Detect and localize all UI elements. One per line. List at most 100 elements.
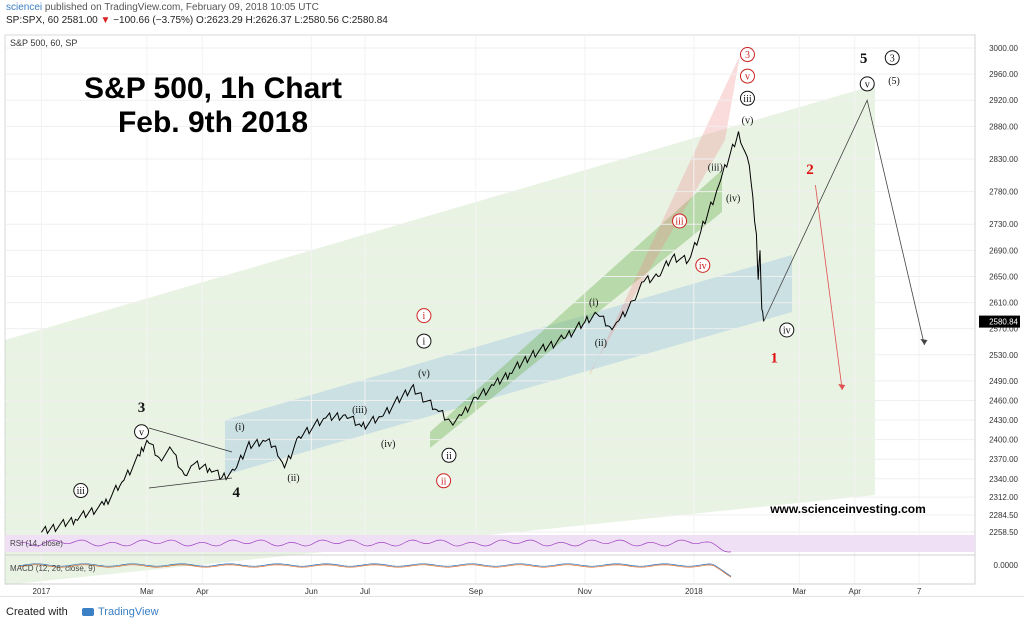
wave-label: iii: [675, 216, 684, 227]
wave-label-circle: [779, 322, 795, 338]
footer: Created with TradingView: [0, 596, 1024, 625]
wave-label: (i): [589, 297, 598, 308]
y-tick-label: 2920.00: [989, 96, 1018, 105]
tradingview-brand: TradingView: [98, 606, 159, 618]
wave-label: (i): [235, 422, 244, 433]
y-tick-label: 2650.00: [989, 272, 1018, 281]
y-tick-label: 2258.50: [989, 528, 1018, 537]
wave-label: i: [423, 337, 426, 348]
wave-label-circle: [73, 483, 89, 499]
y-tick-label: 2610.00: [989, 299, 1018, 308]
price-layer: [40, 131, 765, 535]
path-black: [763, 98, 925, 346]
macd-value: 0.0000: [994, 561, 1019, 570]
y-tick-label: 2960.00: [989, 70, 1018, 79]
y-tick-label: 2284.50: [989, 511, 1018, 520]
wave-label: v: [139, 427, 144, 438]
wave-label: 3: [890, 53, 895, 64]
wave-label-circle: [695, 257, 711, 273]
last-price-badge: [979, 315, 1020, 328]
symbol-line: SP:SPX, 60 2581.00 ▼ −100.66 (−3.75%) O:…: [6, 15, 388, 26]
watermark: www.scienceinvesting.com: [769, 502, 926, 516]
x-tick-label: 7: [917, 587, 922, 596]
price-line: [40, 131, 765, 535]
path-black-arrow-icon: [920, 338, 928, 345]
wave-label-circle: [416, 308, 432, 324]
wave-label: (v): [742, 115, 754, 126]
symbol-price: SP:SPX, 60 2581.00: [6, 15, 101, 26]
wave-label: i: [423, 311, 426, 322]
x-tick-label: Mar: [792, 587, 806, 596]
wave-label-circle: [884, 50, 900, 66]
y-tick-label: 2430.00: [989, 416, 1018, 425]
path-red: [815, 185, 843, 391]
y-tick-label: 2690.00: [989, 246, 1018, 255]
chart-title: S&P 500, 1h Chart: [84, 72, 342, 105]
path-red-arrow-icon: [838, 384, 846, 391]
author-link[interactable]: sciencei: [6, 2, 43, 13]
x-tick-label: Apr: [848, 587, 861, 596]
wave-label: 5: [860, 51, 868, 67]
tradingview-logo-icon: [82, 608, 94, 617]
indicator-layer: RSI (14, close) MACD (12, 26, close, 9) 0.…: [5, 535, 1019, 585]
wave-label: v: [865, 79, 870, 90]
wave-label: 1: [771, 350, 779, 366]
price-change: −100.66 (−3.75%): [110, 15, 194, 26]
wave-label: iii: [743, 94, 752, 105]
y-tick-label: 2730.00: [989, 220, 1018, 229]
y-tick-label: 2570.00: [989, 325, 1018, 334]
wave-label-layer: iiiv34(i)(ii)(iii)(iv)(v)iiiiii(i)(ii)ii…: [73, 47, 900, 501]
wave-label: ii: [446, 451, 452, 462]
wave-label: v: [745, 72, 750, 83]
wave-label: (v): [418, 369, 430, 380]
wave-label: (iii): [708, 162, 723, 173]
wave-label-circle: [441, 447, 457, 463]
pane-label: S&P 500, 60, SP: [10, 38, 77, 48]
x-tick-label: Jun: [305, 587, 318, 596]
y-tick-label: 2400.00: [989, 436, 1018, 445]
wave-label: iv: [783, 325, 791, 336]
wave-label-circle: [416, 333, 432, 349]
rsi-pane-band: [5, 535, 975, 552]
projection-layer: [763, 98, 928, 391]
wave-label: 3: [745, 50, 750, 61]
rsi-line: [19, 539, 732, 553]
wave-label: 3: [138, 400, 146, 416]
y-tick-label: 2880.00: [989, 122, 1018, 131]
wave-label-circle: [739, 47, 755, 63]
price-chart[interactable]: iiiv34(i)(ii)(iii)(iv)(v)iiiiii(i)(ii)ii…: [0, 0, 1024, 596]
publish-line: sciencei published on TradingView.com, F…: [6, 2, 319, 13]
wave-label: (ii): [287, 473, 299, 484]
y-tick-label: 2780.00: [989, 188, 1018, 197]
x-tick-label: Jul: [360, 587, 370, 596]
down-arrow-icon: ▼: [100, 15, 111, 26]
wave-label: (iv): [381, 439, 395, 450]
x-tick-label: 2017: [33, 587, 51, 596]
wave-label: 2: [806, 162, 814, 178]
y-tick-label: 2830.00: [989, 155, 1018, 164]
wave-label-circle: [739, 90, 755, 106]
wave-label: (iv): [726, 194, 740, 205]
wave-label-circle: [739, 68, 755, 84]
wave-label: iv: [699, 261, 707, 272]
x-tick-label: Mar: [140, 587, 154, 596]
y-tick-label: 2460.00: [989, 396, 1018, 405]
x-tick-label: Sep: [469, 587, 484, 596]
wave-label: 4: [233, 485, 241, 501]
wave-label-circle: [859, 76, 875, 92]
wave-label-circle: [134, 424, 150, 440]
wave-label: (ii): [595, 338, 607, 349]
y-tick-label: 2370.00: [989, 455, 1018, 464]
macd-line: [19, 563, 732, 577]
tradingview-link[interactable]: TradingView: [82, 606, 159, 618]
y-tick-label: 2340.00: [989, 475, 1018, 484]
grid-layer: [5, 35, 975, 584]
wave-label: ii: [441, 476, 447, 487]
x-tick-label: Nov: [578, 587, 592, 596]
wave-label: iii: [77, 486, 86, 497]
macd-label: MACD (12, 26, close, 9): [10, 564, 96, 573]
wave-label: (iii): [352, 405, 367, 416]
y-tick-label: 2530.00: [989, 351, 1018, 360]
channel-red: [590, 55, 740, 375]
wave-label-circle: [672, 213, 688, 229]
